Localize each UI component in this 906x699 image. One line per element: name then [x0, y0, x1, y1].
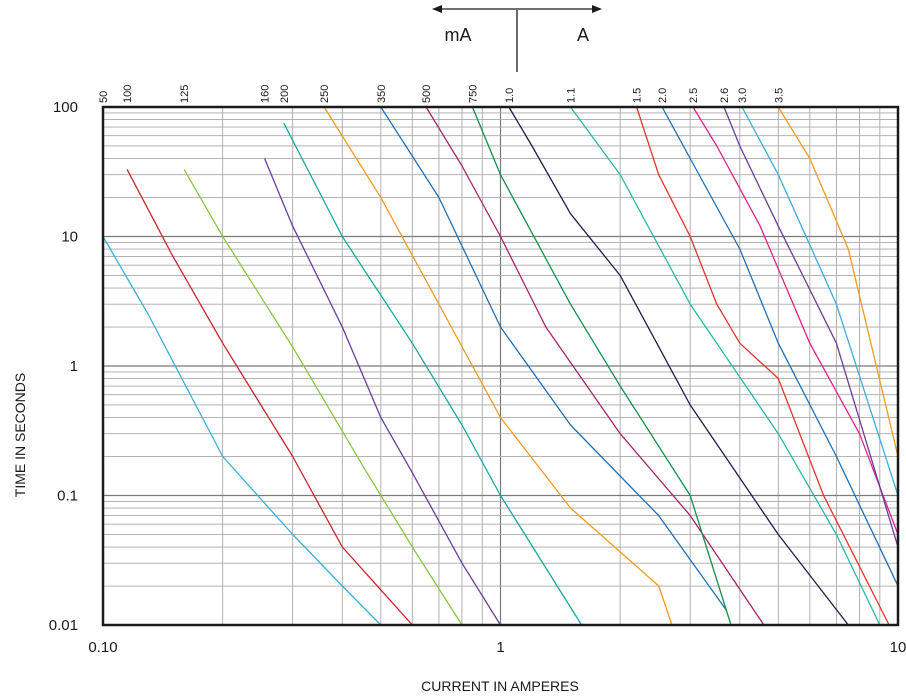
curves	[102, 106, 899, 626]
rating-labels: 50 100 125 160 200 250 350 500 750 1.0 1.1 1.5 2.0 2.…	[98, 85, 785, 103]
curve-2.0	[661, 106, 899, 587]
curve-750	[471, 106, 732, 626]
curve-250	[323, 106, 673, 626]
rating-label-2.6: 2.6	[719, 88, 731, 103]
y-axis-title: TIME IN SECONDS	[12, 373, 28, 497]
curve-500	[425, 106, 765, 626]
curve-200	[283, 122, 583, 626]
y-tick-label: 0.1	[57, 488, 78, 505]
x-tick-label: 0.10	[88, 639, 117, 656]
rating-label-1.5: 1.5	[632, 88, 644, 103]
x-tick-label: 10	[890, 639, 906, 656]
curve-3.5	[777, 106, 899, 457]
unit-label-ma: mA	[445, 25, 472, 45]
rating-label-1.0: 1.0	[504, 88, 516, 103]
grid	[103, 107, 898, 625]
rating-label-350: 350	[376, 85, 388, 103]
unit-arrow-left-head	[432, 5, 442, 13]
rating-label-125: 125	[179, 85, 191, 103]
curve-1.5	[635, 106, 890, 626]
x-tick-labels: 0.10 1 10	[88, 639, 906, 656]
rating-label-1.1: 1.1	[566, 88, 578, 103]
rating-label-200: 200	[279, 85, 291, 103]
rating-label-3.0: 3.0	[737, 88, 749, 103]
rating-label-2.5: 2.5	[688, 88, 700, 103]
y-tick-label: 100	[53, 99, 78, 116]
x-axis-title: CURRENT IN AMPERES	[421, 678, 579, 694]
rating-label-3.5: 3.5	[773, 88, 785, 103]
curve-160	[263, 158, 502, 626]
y-tick-label: 0.01	[49, 617, 78, 634]
rating-label-250: 250	[319, 85, 331, 103]
plot-frame	[101, 105, 900, 627]
y-tick-labels: 100 10 1 0.1 0.01	[49, 99, 78, 634]
curve-2.5	[692, 106, 899, 535]
rating-label-100: 100	[122, 85, 134, 103]
rating-label-2.0: 2.0	[657, 88, 669, 103]
curve-350	[380, 106, 727, 611]
rating-label-500: 500	[421, 85, 433, 103]
x-tick-label: 1	[496, 639, 504, 656]
curve-50	[102, 236, 382, 626]
curve-3.0	[741, 106, 899, 496]
curve-1.1	[569, 106, 881, 626]
curve-100	[126, 169, 413, 626]
curve-1.0	[508, 106, 849, 626]
unit-label-a: A	[577, 25, 589, 45]
y-tick-label: 1	[70, 358, 78, 375]
unit-arrow-right-head	[592, 5, 602, 13]
curve-2.6	[723, 106, 899, 548]
curve-125	[183, 169, 463, 626]
rating-label-750: 750	[467, 85, 479, 103]
y-tick-label: 10	[61, 229, 78, 246]
rating-label-160: 160	[260, 85, 272, 103]
rating-label-50: 50	[98, 91, 110, 103]
